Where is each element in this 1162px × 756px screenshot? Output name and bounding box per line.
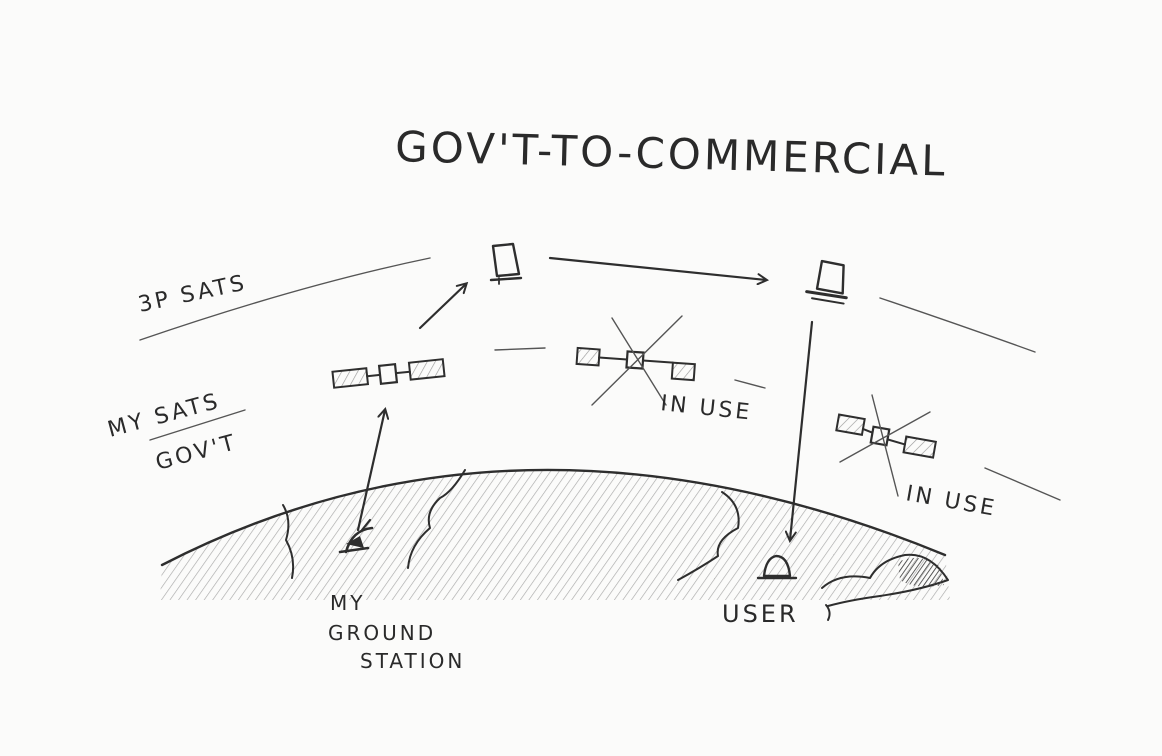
- ground-station-dish-icon: [338, 518, 374, 554]
- ground-station-label-2: GROUND: [328, 621, 436, 645]
- arrow-icon: [548, 256, 766, 280]
- diagram-title: GOV'T-TO-COMMERCIAL: [395, 122, 949, 185]
- label-3p-sats: 3P SATS: [136, 270, 249, 317]
- arrow-icon: [790, 320, 814, 540]
- label-my-sats: MY SATS: [105, 389, 223, 443]
- inner-orbit-my-sats: [494, 347, 1061, 501]
- ground-station-label-1: MY: [330, 591, 365, 615]
- cross-out-icon: [839, 394, 931, 497]
- label-divider: [149, 409, 246, 441]
- satellite-icon: [489, 242, 523, 285]
- cross-out-icon: [591, 315, 683, 406]
- arrow-icon: [356, 410, 385, 532]
- satellite-icon: [835, 413, 938, 459]
- user-terminal-icon: [756, 554, 798, 580]
- in-use-label-2: IN USE: [904, 481, 999, 522]
- earth: [160, 468, 950, 621]
- satellite-icon: [331, 358, 446, 389]
- user-label: USER: [722, 600, 799, 628]
- in-use-label-1: IN USE: [659, 391, 753, 425]
- satellite-icon: [805, 259, 848, 305]
- outer-orbit-3p-sats: [139, 257, 1036, 353]
- arrow-icon: [418, 284, 466, 330]
- label-govt: GOV'T: [153, 430, 240, 476]
- satellite-icon: [575, 346, 696, 382]
- ground-station-label-3: STATION: [360, 649, 465, 673]
